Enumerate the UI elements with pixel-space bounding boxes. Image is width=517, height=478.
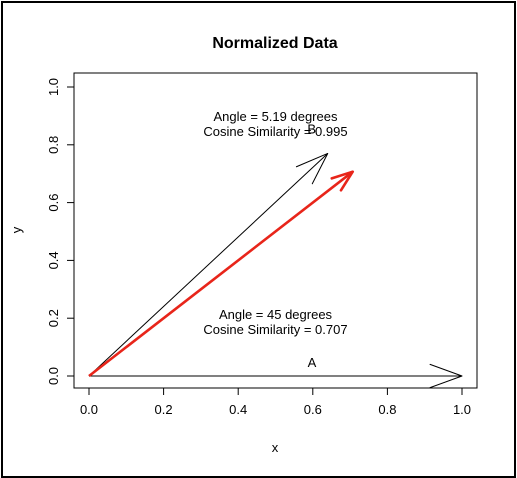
- vector-b-line: [88, 153, 329, 377]
- x-axis: 0.0 0.2 0.4 0.6 0.8 1.0: [80, 387, 471, 417]
- y-tick-label: 0.8: [46, 136, 61, 154]
- x-tick-label: 0.4: [229, 402, 247, 417]
- vector-a-arrowhead: [429, 363, 463, 389]
- x-tick-label: 1.0: [453, 402, 471, 417]
- y-axis-label: y: [9, 226, 24, 233]
- x-tick-label: 0.8: [378, 402, 396, 417]
- x-tick-label: 0.6: [304, 402, 322, 417]
- y-tick-label: 0.0: [46, 367, 61, 385]
- vector-b-arrowhead: [295, 152, 329, 185]
- annotation-line: Angle = 5.19 degrees: [214, 109, 338, 124]
- annotation-line: Cosine Similarity = 0.995: [203, 124, 347, 139]
- y-axis: 0.0 0.2 0.4 0.6 0.8 1.0: [46, 78, 75, 385]
- annotation-line: Angle = 45 degrees: [219, 307, 333, 322]
- chart-title: Normalized Data: [212, 35, 337, 52]
- vector-b-label: B: [307, 121, 316, 136]
- y-tick-label: 1.0: [46, 78, 61, 96]
- y-tick-label: 0.6: [46, 194, 61, 212]
- vector-unlabeled-arrowhead: [330, 170, 355, 192]
- x-axis-label: x: [272, 440, 279, 455]
- vector-series: AB: [88, 121, 463, 389]
- x-tick-label: 0.2: [155, 402, 173, 417]
- y-tick-label: 0.2: [46, 309, 61, 327]
- annotation-line: Cosine Similarity = 0.707: [203, 322, 347, 337]
- vector-unlabeled-line: [88, 170, 354, 378]
- vector-a-label: A: [308, 355, 317, 370]
- x-tick-label: 0.0: [80, 402, 98, 417]
- y-tick-label: 0.4: [46, 251, 61, 269]
